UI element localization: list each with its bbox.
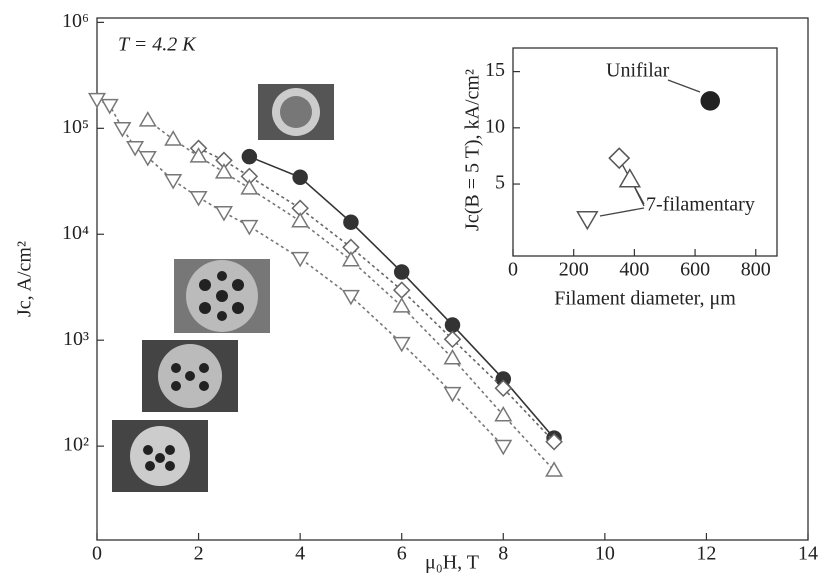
point: [189, 147, 208, 163]
point: [494, 439, 513, 456]
point: [126, 140, 145, 157]
point: [214, 205, 233, 222]
annotation: Unifilar: [606, 60, 670, 82]
point: [545, 432, 563, 451]
point: [443, 349, 462, 365]
point: [444, 317, 461, 333]
point: [240, 179, 259, 195]
point: [700, 91, 720, 111]
x-tick-label: 6: [397, 543, 407, 565]
x-tick-label: 400: [619, 259, 649, 281]
y-tick-label: 10⁶: [62, 10, 89, 32]
point: [113, 121, 132, 138]
x-tick-label: 8: [498, 543, 508, 565]
point: [392, 336, 411, 353]
y-axis-label: Jc, A/cm²: [14, 241, 36, 317]
point: [618, 168, 642, 188]
x-tick-label: 12: [696, 543, 716, 565]
point: [164, 130, 183, 146]
plot-frame: [512, 47, 778, 257]
y-tick-label: 10²: [63, 434, 89, 456]
annotation: 7-filamentary: [646, 194, 755, 216]
point: [292, 169, 308, 186]
point: [393, 264, 410, 280]
point: [494, 405, 513, 422]
y-tick-label: 10: [485, 115, 505, 137]
x-tick-label: 0: [92, 543, 102, 565]
y-tick-label: 10³: [63, 328, 89, 350]
x-tick-label: 800: [741, 259, 771, 281]
point: [164, 173, 183, 190]
point: [341, 251, 360, 267]
y-tick-label: 10⁵: [62, 116, 89, 138]
point: [291, 251, 310, 268]
point: [443, 386, 462, 403]
inset-x-axis-label: Filament diameter, μm: [554, 288, 736, 310]
inset-y-axis-label: Jc(B = 5 T), kA/cm²: [462, 69, 484, 231]
x-tick-label: 200: [559, 259, 589, 281]
point: [494, 379, 513, 397]
point: [545, 461, 564, 477]
point: [341, 289, 360, 306]
annotation: T = 4.2 K: [118, 34, 197, 56]
point: [138, 151, 157, 167]
point: [608, 147, 631, 170]
plot-frame: [96, 17, 809, 541]
y-tick-label: 15: [485, 59, 505, 81]
point: [241, 148, 258, 165]
y-tick-label: 5: [495, 172, 505, 194]
point: [87, 92, 107, 109]
y-tick-label: 10⁴: [62, 222, 89, 244]
point: [100, 98, 119, 115]
x-tick-label: 2: [194, 543, 204, 565]
x-tick-label: 600: [680, 259, 710, 281]
x-axis-label: μ₀H, T: [425, 552, 479, 574]
x-tick-label: 14: [798, 543, 818, 565]
point: [392, 297, 411, 313]
x-tick-label: 0: [508, 259, 518, 281]
point: [343, 214, 359, 230]
point: [189, 191, 208, 207]
point: [291, 211, 310, 228]
point: [240, 219, 259, 236]
point: [443, 330, 462, 349]
point: [576, 210, 599, 231]
point: [138, 111, 157, 127]
micrograph: [112, 84, 334, 492]
x-tick-label: 4: [295, 543, 305, 565]
x-tick-label: 10: [595, 543, 615, 565]
point: [214, 163, 233, 179]
